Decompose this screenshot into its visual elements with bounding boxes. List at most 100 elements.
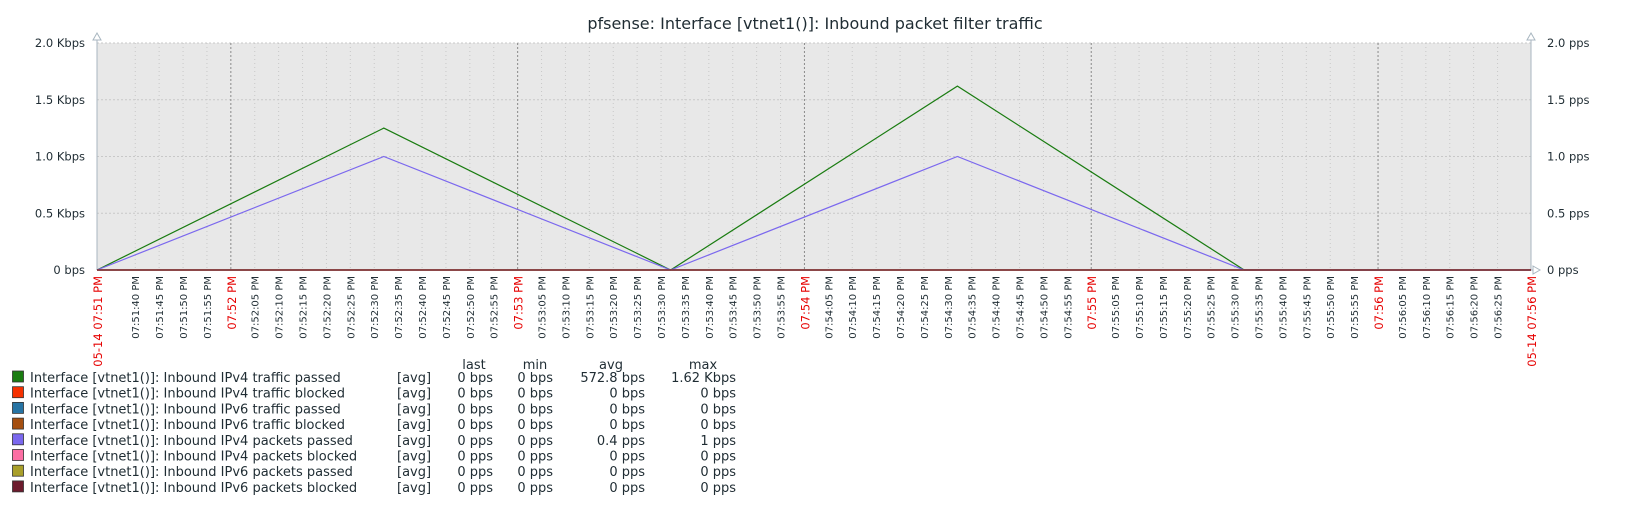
x-tick-label: 07:53:25 PM (633, 276, 644, 339)
legend-swatch (12, 386, 24, 399)
legend-value: 0 bps (517, 387, 553, 402)
x-tick-label: 07:51:55 PM (203, 276, 214, 339)
x-tick-label: 07:53:05 PM (538, 276, 549, 339)
legend-value: 0 pps (517, 434, 553, 449)
x-tick-label: 07:52:15 PM (299, 276, 310, 339)
y-tick-label-right: 1.5 pps (1547, 93, 1590, 107)
x-tick-label: 07:53:40 PM (705, 276, 716, 339)
legend-swatch (12, 417, 24, 430)
x-tick-label: 07:56:05 PM (1398, 276, 1409, 339)
x-tick-label: 07:53:20 PM (609, 276, 620, 339)
legend-value: 0.4 pps (597, 434, 645, 449)
x-tick-label: 07:55:15 PM (1159, 276, 1170, 339)
x-tick-label: 07:54:20 PM (896, 276, 907, 339)
legend-value: 0 bps (700, 402, 736, 417)
x-tick-label: 07:55:25 PM (1207, 276, 1218, 339)
legend-header: max (689, 358, 718, 373)
series-lines (96, 85, 1531, 271)
legend-series-name: Interface [vtnet1()]: Inbound IPv6 traff… (30, 418, 345, 433)
legend-value: 0 pps (700, 450, 736, 465)
y-tick-label-right: 1.0 pps (1547, 150, 1590, 164)
x-tick-label: 07:56:20 PM (1470, 276, 1481, 339)
x-tick-label: 07:52:45 PM (442, 276, 453, 339)
x-tick-label: 07:55:30 PM (1231, 276, 1242, 339)
x-tick-label: 07:53:30 PM (657, 276, 668, 339)
legend-value: 1 pps (700, 434, 736, 449)
x-major-tick-label: 07:52 PM (225, 276, 239, 330)
legend-series-name: Interface [vtnet1()]: Inbound IPv4 packe… (30, 434, 353, 449)
legend-header: last (462, 358, 485, 373)
x-tick-label: 07:54:05 PM (824, 276, 835, 339)
legend-func: [avg] (397, 402, 431, 417)
x-tick-label: 07:51:45 PM (155, 276, 166, 339)
legend-value: 0 pps (700, 465, 736, 480)
legend-func: [avg] (397, 387, 431, 402)
x-major-tick-label: 07:55 PM (1085, 276, 1099, 330)
legend-value: 0 pps (700, 481, 736, 496)
legend-swatch (12, 370, 24, 383)
x-tick-label: 07:54:45 PM (1016, 276, 1027, 339)
x-tick-label: 07:54:30 PM (944, 276, 955, 339)
legend-func: [avg] (397, 465, 431, 480)
legend-value: 0 pps (457, 434, 493, 449)
x-tick-label: 07:52:20 PM (322, 276, 333, 339)
y-tick-label-left: 0.5 Kbps (35, 206, 85, 220)
x-tick-label: 07:52:25 PM (346, 276, 357, 339)
legend-value: 1.62 Kbps (671, 371, 736, 386)
x-tick-label: 07:56:15 PM (1446, 276, 1457, 339)
x-tick-label: 07:55:40 PM (1278, 276, 1289, 339)
x-major-tick-label: 05-14 07:51 PM (91, 276, 105, 367)
legend-series-name: Interface [vtnet1()]: Inbound IPv6 packe… (30, 481, 357, 496)
x-tick-label: 07:52:05 PM (251, 276, 262, 339)
legend-value: 0 pps (609, 481, 645, 496)
x-major-tick-label: 07:53 PM (512, 276, 526, 330)
x-tick-label: 07:54:55 PM (1063, 276, 1074, 339)
legend-value: 0 pps (609, 465, 645, 480)
x-tick-label: 07:54:40 PM (992, 276, 1003, 339)
legend-value: 0 bps (700, 418, 736, 433)
x-tick-label: 07:53:45 PM (729, 276, 740, 339)
legend-func: [avg] (397, 434, 431, 449)
legend-value: 0 bps (457, 402, 493, 417)
x-tick-label: 07:54:35 PM (968, 276, 979, 339)
legend-value: 0 bps (609, 402, 645, 417)
x-major-tick-label: 07:56 PM (1372, 276, 1386, 330)
legend-series-name: Interface [vtnet1()]: Inbound IPv6 traff… (30, 402, 341, 417)
legend-func: [avg] (397, 450, 431, 465)
y-tick-label-right: 0 pps (1547, 263, 1579, 277)
legend-value: 0 bps (457, 371, 493, 386)
x-tick-label: 07:52:55 PM (490, 276, 501, 339)
x-tick-label: 07:51:40 PM (131, 276, 142, 339)
y-tick-label-left: 0 bps (53, 263, 85, 277)
x-tick-label: 07:52:30 PM (370, 276, 381, 339)
x-tick-label: 07:56:25 PM (1494, 276, 1505, 339)
legend-value: 0 bps (457, 418, 493, 433)
legend-value: 0 bps (609, 418, 645, 433)
x-tick-label: 07:51:50 PM (179, 276, 190, 339)
legend-value: 0 pps (457, 465, 493, 480)
x-tick-label: 07:54:15 PM (872, 276, 883, 339)
legend-value: 0 bps (517, 371, 553, 386)
x-tick-label: 07:55:45 PM (1302, 276, 1313, 339)
x-tick-label: 07:54:10 PM (848, 276, 859, 339)
legend-header: min (523, 358, 548, 373)
legend-series-name: Interface [vtnet1()]: Inbound IPv4 traff… (30, 387, 345, 402)
legend-value: 0 bps (609, 387, 645, 402)
legend-series-name: Interface [vtnet1()]: Inbound IPv4 traff… (30, 371, 341, 386)
legend-func: [avg] (397, 371, 431, 386)
legend-value: 0 pps (457, 481, 493, 496)
x-axis-arrow (1532, 265, 1542, 275)
x-tick-label: 07:55:35 PM (1255, 276, 1266, 339)
y-axis-ticks: 2.0 Kbps 1.5 Kbps 1.0 Kbps 0.5 Kbps 0 bps 2.0… (35, 36, 1590, 277)
legend-value: 572.8 bps (580, 371, 645, 386)
x-tick-label: 07:54:50 PM (1039, 276, 1050, 339)
x-tick-label: 07:54:25 PM (920, 276, 931, 339)
x-tick-label: 07:55:20 PM (1183, 276, 1194, 339)
x-tick-label: 07:53:15 PM (585, 276, 596, 339)
legend-series-name: Interface [vtnet1()]: Inbound IPv4 packe… (30, 450, 357, 465)
y-tick-label-left: 1.0 Kbps (35, 150, 85, 164)
legend-swatch (12, 464, 24, 477)
chart-title: pfsense: Interface [vtnet1()]: Inbound p… (587, 14, 1042, 33)
legend-swatch (12, 449, 24, 461)
legend-value: 0 pps (609, 450, 645, 465)
